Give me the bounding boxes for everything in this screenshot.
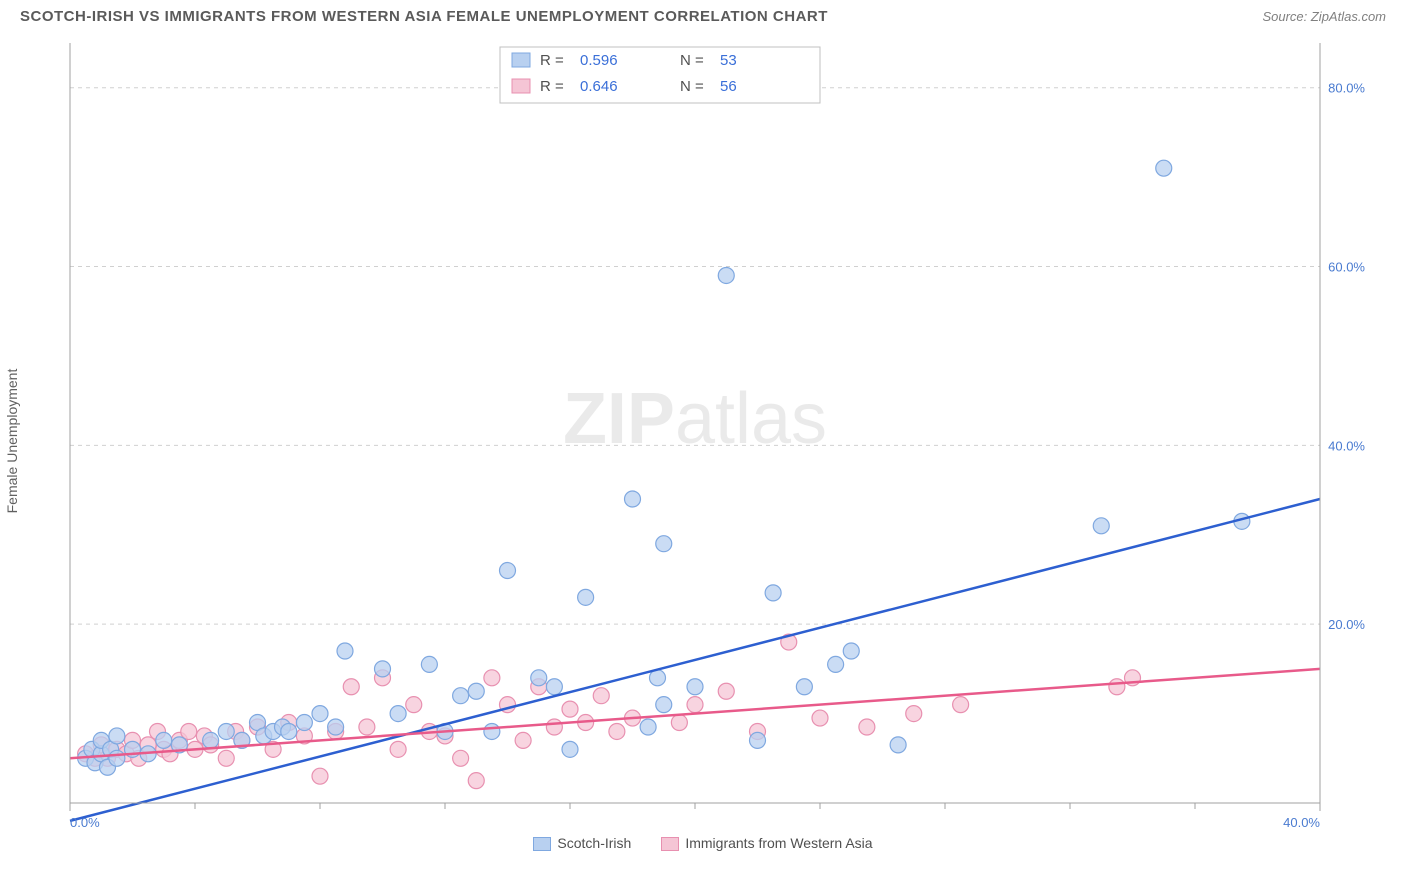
svg-text:R =: R = <box>540 52 564 69</box>
legend-swatch <box>661 837 679 851</box>
svg-text:40.0%: 40.0% <box>1283 815 1320 830</box>
svg-text:ZIPatlas: ZIPatlas <box>563 379 827 459</box>
chart-title: SCOTCH-IRISH VS IMMIGRANTS FROM WESTERN … <box>20 8 828 25</box>
svg-text:53: 53 <box>720 52 737 69</box>
svg-text:0.646: 0.646 <box>580 78 618 95</box>
svg-text:80.0%: 80.0% <box>1328 81 1365 96</box>
svg-text:60.0%: 60.0% <box>1328 260 1365 275</box>
svg-text:N =: N = <box>680 52 704 69</box>
legend-item: Scotch-Irish <box>533 835 631 851</box>
svg-text:0.0%: 0.0% <box>70 815 100 830</box>
svg-text:0.596: 0.596 <box>580 52 618 69</box>
y-axis-label: Female Unemployment <box>4 369 20 514</box>
svg-text:20.0%: 20.0% <box>1328 617 1365 632</box>
legend-label: Scotch-Irish <box>557 835 631 851</box>
correlation-chart: 20.0% 40.0% 60.0% 80.0% ZIPatlas 0.0% 40.0% R =… <box>40 33 1370 833</box>
svg-text:N =: N = <box>680 78 704 95</box>
svg-text:56: 56 <box>720 78 737 95</box>
svg-text:40.0%: 40.0% <box>1328 438 1365 453</box>
legend-label: Immigrants from Western Asia <box>685 835 872 851</box>
svg-text:R =: R = <box>540 78 564 95</box>
legend-swatch <box>533 837 551 851</box>
series-legend: Scotch-Irish Immigrants from Western Asia <box>0 835 1406 851</box>
legend-item: Immigrants from Western Asia <box>661 835 872 851</box>
source-attribution: Source: ZipAtlas.com <box>1262 9 1386 24</box>
